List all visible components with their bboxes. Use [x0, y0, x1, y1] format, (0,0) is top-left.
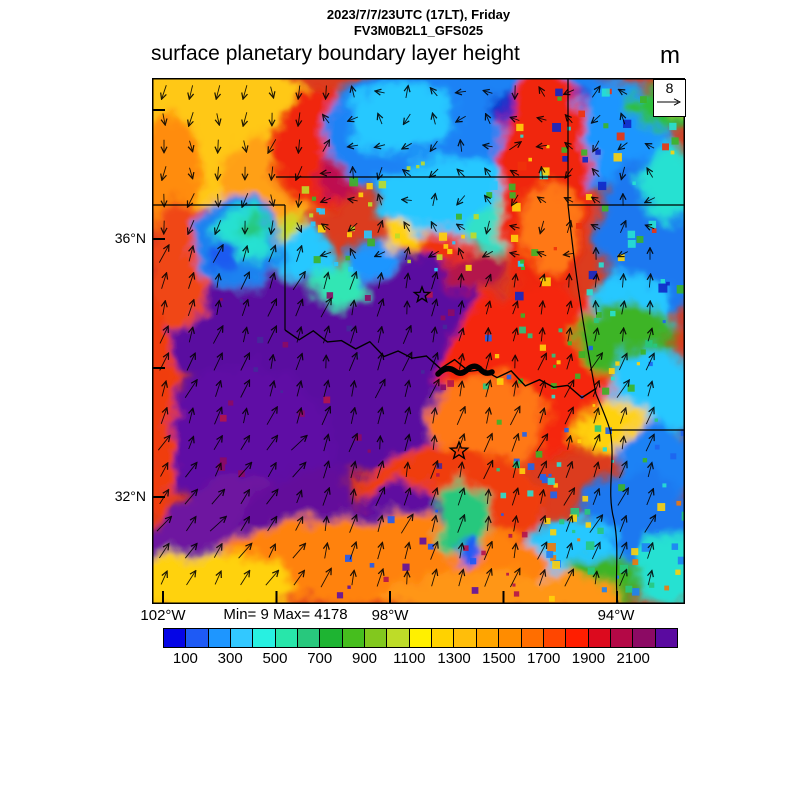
location-markers-layer	[412, 285, 470, 460]
star-marker	[412, 285, 432, 304]
pbl-field-layer	[102, 48, 715, 619]
colorbar-cell	[587, 629, 610, 647]
wind-reference-value: 8	[665, 80, 674, 96]
colorbar-tick-label: 2100	[616, 650, 650, 667]
colorbar-cell	[252, 629, 275, 647]
colorbar-cell	[632, 629, 655, 647]
model-title: FV3M0B2L1_GFS025	[353, 23, 484, 38]
lat-axis-label: 32°N	[114, 488, 146, 504]
map-frame	[152, 78, 685, 604]
colorbar-cell	[498, 629, 521, 647]
colorbar-tick-label: 1700	[526, 650, 561, 667]
colorbar-tick-label: 1500	[482, 650, 516, 667]
colorbar-tick-label: 100	[172, 650, 198, 667]
colorbar-cell	[297, 629, 320, 647]
colorbar-cell	[207, 629, 231, 647]
colorbar-cell	[341, 629, 365, 647]
units-label: m	[660, 42, 680, 69]
colorbar-cell	[431, 629, 454, 647]
colorbar-tick-label: 700	[307, 650, 333, 667]
colorbar-tick-label: 500	[262, 650, 288, 667]
colorbar-tick-label: 900	[352, 650, 378, 667]
colorbar-cell	[609, 629, 633, 647]
colorbar-cell	[520, 629, 543, 647]
colorbar-cell	[274, 629, 298, 647]
pbl-height-map	[102, 48, 715, 619]
colorbar-cell	[542, 629, 566, 647]
lon-axis-label: 102°W	[140, 607, 186, 624]
colorbar-cell	[164, 629, 186, 647]
colorbar-cell	[230, 629, 253, 647]
map-area	[102, 48, 715, 619]
colorbar-cell	[654, 629, 677, 647]
colorbar-cell	[364, 629, 387, 647]
colorbar-cell	[185, 629, 208, 647]
colorbar	[163, 628, 678, 648]
colorbar-tick-label: 300	[217, 650, 243, 667]
colorbar-tick-label: 1300	[437, 650, 471, 667]
wind-vectors-layer	[156, 85, 655, 588]
colorbar-cell	[319, 629, 342, 647]
lat-axis-label: 36°N	[114, 230, 146, 246]
page-title: surface planetary boundary layer height	[151, 42, 520, 65]
colorbar-cell	[386, 629, 409, 647]
colorbar-tick-label: 1100	[393, 650, 426, 667]
star-marker	[448, 439, 470, 460]
datetime-title: 2023/7/7/23UTC (17LT), Friday	[326, 7, 511, 22]
lon-axis-label: 98°W	[371, 607, 409, 624]
axis-ticks-layer	[152, 109, 618, 604]
minmax-stats: Min= 9 Max= 4178	[223, 606, 348, 623]
wind-reference-arrow-icon	[657, 98, 682, 106]
colorbar-cell	[475, 629, 499, 647]
colorbar-cell	[565, 629, 588, 647]
colorbar-cell	[408, 629, 432, 647]
wind-reference-legend: 8	[653, 79, 686, 117]
lon-axis-label: 94°W	[597, 607, 635, 624]
colorbar-tick-label: 1900	[571, 650, 606, 667]
colorbar-cell	[453, 629, 476, 647]
field-speckle-layer	[217, 88, 691, 602]
